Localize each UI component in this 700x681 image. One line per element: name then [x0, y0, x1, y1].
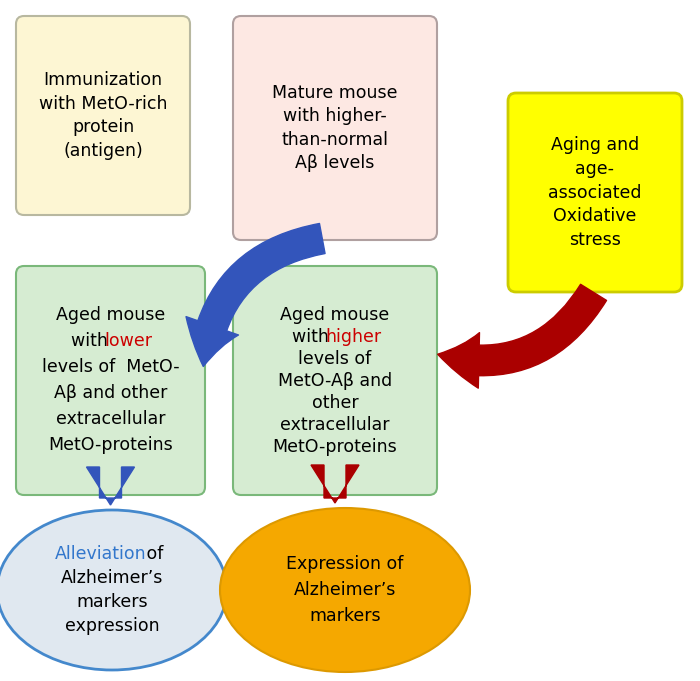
Text: with: with — [292, 328, 335, 345]
FancyBboxPatch shape — [233, 266, 437, 495]
Polygon shape — [87, 467, 134, 505]
Text: with: with — [71, 332, 113, 351]
Text: Expression of: Expression of — [286, 555, 404, 573]
FancyBboxPatch shape — [233, 16, 437, 240]
Text: extracellular: extracellular — [56, 411, 165, 428]
Polygon shape — [311, 465, 359, 503]
Text: MetO-proteins: MetO-proteins — [48, 437, 173, 454]
Text: Aged mouse: Aged mouse — [281, 306, 390, 323]
Text: Mature mouse
with higher-
than-normal
Aβ levels: Mature mouse with higher- than-normal Aβ… — [272, 84, 398, 172]
Text: Alzheimer’s: Alzheimer’s — [61, 569, 163, 587]
FancyArrowPatch shape — [186, 223, 325, 366]
Text: Alzheimer’s: Alzheimer’s — [294, 581, 396, 599]
Text: expression: expression — [64, 617, 160, 635]
Text: Alleviation: Alleviation — [55, 545, 147, 563]
Text: higher: higher — [325, 328, 382, 345]
Text: markers: markers — [309, 607, 381, 625]
Text: Aged mouse: Aged mouse — [56, 306, 165, 325]
Text: Aβ and other: Aβ and other — [54, 385, 167, 402]
Text: lower: lower — [104, 332, 153, 351]
Ellipse shape — [220, 508, 470, 672]
Text: extracellular: extracellular — [280, 415, 390, 434]
FancyBboxPatch shape — [16, 266, 205, 495]
Text: levels of: levels of — [298, 349, 372, 368]
FancyArrowPatch shape — [438, 284, 606, 388]
Text: MetO-Aβ and: MetO-Aβ and — [278, 372, 392, 390]
Text: levels of  MetO-: levels of MetO- — [42, 358, 179, 377]
Text: markers: markers — [76, 593, 148, 611]
Text: Immunization
with MetO-rich
protein
(antigen): Immunization with MetO-rich protein (ant… — [38, 71, 167, 160]
FancyBboxPatch shape — [508, 93, 682, 292]
FancyBboxPatch shape — [16, 16, 190, 215]
Text: other: other — [312, 394, 358, 411]
Text: Aging and
age-
associated
Oxidative
stress: Aging and age- associated Oxidative stre… — [548, 136, 642, 249]
Text: MetO-proteins: MetO-proteins — [272, 437, 398, 456]
Text: of: of — [141, 545, 163, 563]
Ellipse shape — [0, 510, 227, 670]
